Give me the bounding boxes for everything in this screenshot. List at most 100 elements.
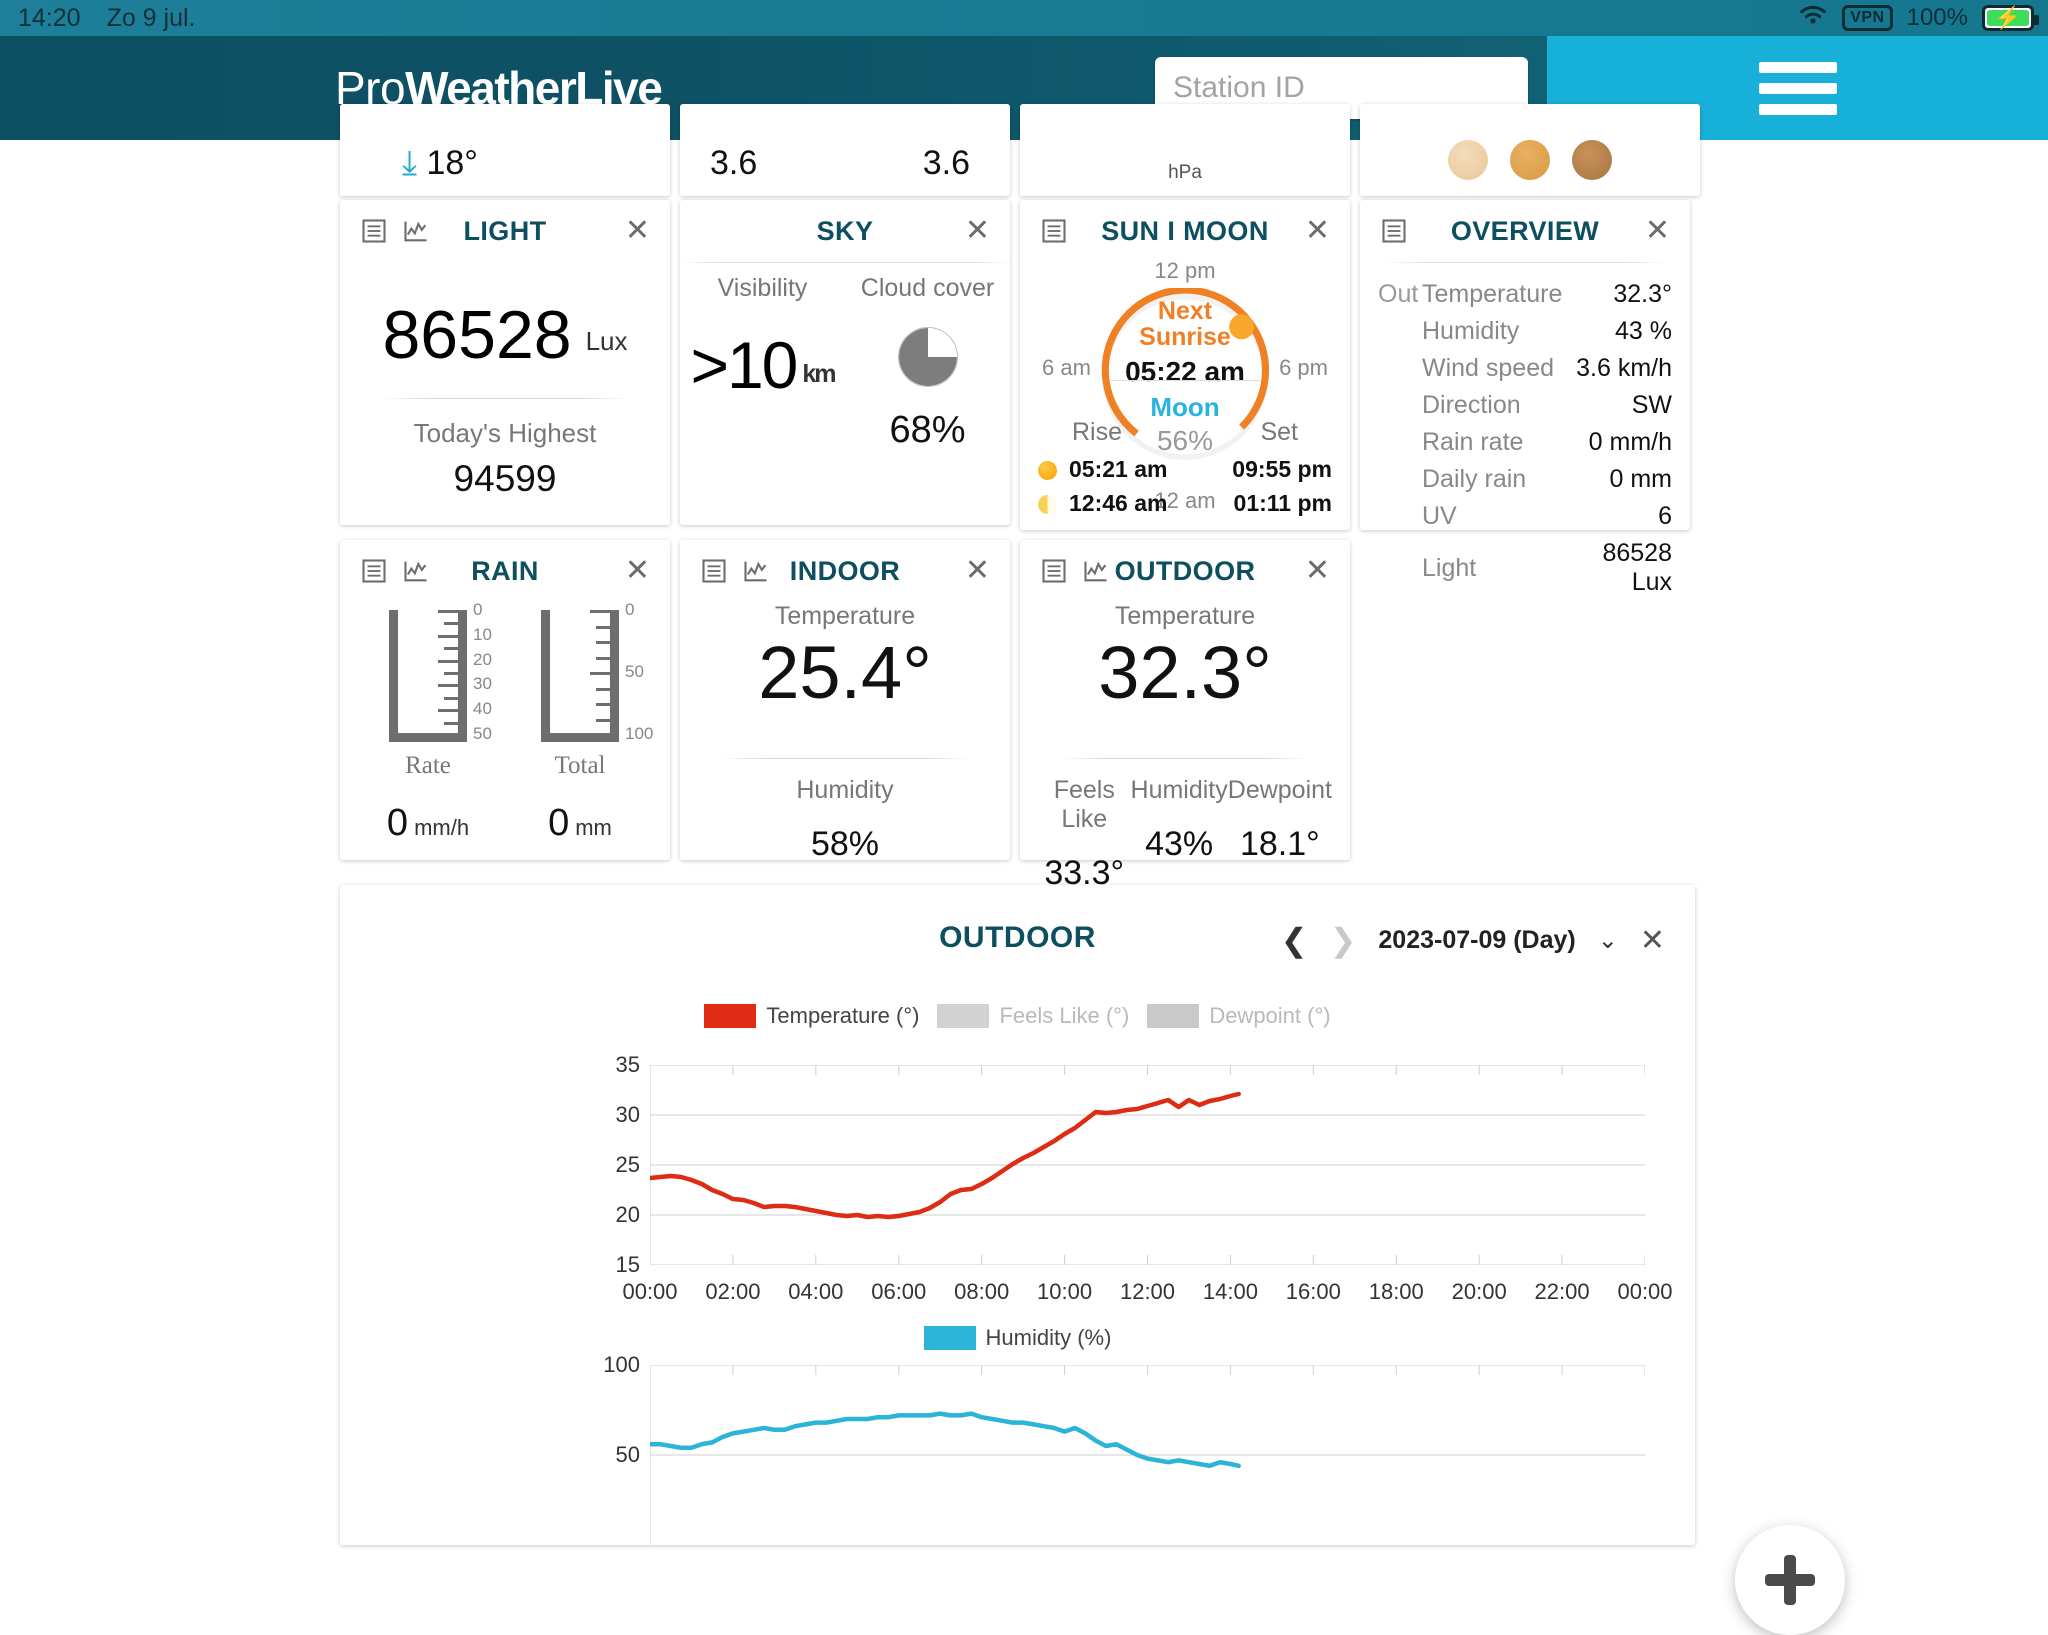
light-highest-value: 94599 — [453, 458, 557, 499]
close-icon[interactable]: ✕ — [624, 554, 650, 587]
overview-value: SW — [1631, 391, 1672, 419]
card-overview-title: OVERVIEW — [1450, 215, 1600, 246]
graph-icon[interactable] — [402, 557, 430, 585]
chart-title: OUTDOOR — [939, 921, 1096, 954]
graph-icon[interactable] — [742, 557, 770, 585]
status-date: Zo 9 jul. — [106, 3, 196, 32]
cloud-cover-donut-icon — [897, 327, 958, 387]
moon-label: Moon — [1150, 392, 1220, 422]
sunmoon-right-label: 6 pm — [1279, 355, 1328, 380]
gauge-tick — [444, 647, 458, 651]
card-indoor[interactable]: INDOOR ✕ Temperature 25.4° Humidity 58% — [680, 540, 1010, 863]
close-icon[interactable]: ✕ — [624, 214, 650, 247]
card-moonphase-partial[interactable] — [1360, 104, 1700, 196]
pressure-unit: hPa — [1168, 162, 1202, 183]
card-wind-partial[interactable]: ⤓ 18° — [340, 104, 670, 196]
overview-prefix — [1378, 535, 1422, 601]
overview-prefix — [1378, 313, 1422, 350]
sunmoon-next-event: Next Sunrise 05:22 am — [1085, 298, 1285, 388]
overview-value: 0 mm/h — [1588, 428, 1672, 456]
close-icon[interactable]: ✕ — [1304, 214, 1330, 247]
gauge-tick — [596, 625, 610, 629]
light-value: 86528 — [382, 297, 572, 373]
humidity-plot: 50 100 — [603, 1352, 1646, 1545]
legend-item[interactable]: Humidity (%) — [923, 1325, 1111, 1351]
sun-set-time: 09:55 pm — [1232, 456, 1332, 482]
wind-dir-value: 18° — [426, 144, 478, 182]
list-view-icon[interactable] — [700, 557, 728, 585]
close-icon[interactable]: ✕ — [1639, 923, 1665, 957]
legend-swatch — [1147, 1004, 1200, 1028]
chevron-right-icon[interactable]: ❯ — [1329, 922, 1357, 958]
rain-total-label: Total — [554, 752, 606, 779]
overview-prefix — [1378, 387, 1422, 424]
gauge-tick-label: 10 — [473, 624, 492, 644]
overview-key: Wind speed — [1422, 354, 1555, 382]
set-header: Set — [1260, 418, 1298, 446]
close-icon[interactable]: ✕ — [964, 554, 990, 587]
sunmoon-bottom-label: 12 am — [1154, 488, 1216, 513]
gauge-tick — [590, 672, 610, 675]
list-view-icon[interactable] — [1380, 217, 1408, 245]
gauge-tick-label: 20 — [473, 649, 492, 669]
metric-column: Dewpoint 18.1° — [1228, 776, 1332, 893]
graph-icon[interactable] — [1082, 557, 1110, 585]
overview-value: 6 — [1658, 502, 1672, 530]
legend-label: Temperature (°) — [766, 1003, 920, 1028]
card-outdoor[interactable]: OUTDOOR ✕ Temperature 32.3° Feels Like 33… — [1020, 540, 1350, 892]
chevron-left-icon[interactable]: ❮ — [1280, 922, 1308, 958]
gauge-tick — [444, 672, 458, 675]
x-axis-tick-label: 20:00 — [1451, 1279, 1507, 1304]
moon-info: Moon 56% — [1085, 392, 1285, 457]
gauge-tick — [438, 709, 458, 713]
list-view-icon[interactable] — [360, 217, 388, 245]
x-axis-tick-label: 00:00 — [1617, 1279, 1673, 1304]
close-icon[interactable]: ✕ — [964, 214, 990, 247]
overview-prefix — [1378, 424, 1422, 461]
sky-cloud-label: Cloud cover — [860, 274, 995, 302]
metric-column: Humidity 58% — [698, 776, 992, 864]
list-view-icon[interactable] — [1040, 557, 1068, 585]
add-widget-button[interactable] — [1735, 1525, 1845, 1635]
sky-cloudcover: Cloud cover 68% — [845, 274, 1010, 452]
status-time: 14:20 — [18, 3, 81, 32]
search-input[interactable] — [1173, 71, 1559, 105]
overview-prefix — [1378, 461, 1422, 498]
outdoor-temp-label: Temperature — [1114, 602, 1256, 630]
legend-item[interactable]: Feels Like (°) — [937, 1003, 1129, 1029]
card-wind2-partial[interactable]: 3.6 3.6 — [680, 104, 1010, 196]
close-icon[interactable]: ✕ — [1644, 214, 1670, 247]
card-sky[interactable]: SKY ✕ Visibility >10 km Cloud cover 68% — [680, 200, 1010, 525]
card-pressure-partial[interactable]: hPa — [1020, 104, 1350, 196]
card-rain-header: RAIN ✕ — [340, 540, 670, 602]
graph-icon[interactable] — [402, 217, 430, 245]
overview-key: Light — [1422, 553, 1477, 582]
chart-panel-outdoor[interactable]: OUTDOOR ❮ ❯ 2023-07-09 (Day) ⌄ ✕ Tempera… — [340, 885, 1695, 1545]
chart-date-label[interactable]: 2023-07-09 (Day) — [1378, 925, 1576, 954]
list-view-icon[interactable] — [1040, 217, 1068, 245]
card-rain[interactable]: RAIN ✕ 50 40 30 20 10 0 Rate 0 mm/h 100 50 0 Tot… — [340, 540, 670, 860]
list-view-icon[interactable] — [360, 557, 388, 585]
x-axis-tick-label: 12:00 — [1119, 1279, 1176, 1304]
overview-row: Wind speed 3.6 km/h — [1378, 350, 1672, 387]
x-axis-tick-label: 04:00 — [788, 1279, 844, 1304]
card-overview[interactable]: OVERVIEW ✕ Out Temperature 32.3° Humidity 43… — [1360, 200, 1690, 596]
x-axis-tick-label: 14:00 — [1202, 1279, 1258, 1304]
metric-column: Feels Like 33.3° — [1038, 776, 1131, 893]
gauge-tick — [596, 703, 610, 706]
overview-row: Direction SW — [1378, 387, 1672, 424]
moon-rise-time: 12:46 am — [1069, 490, 1168, 516]
legend-item[interactable]: Dewpoint (°) — [1147, 1003, 1331, 1029]
moon-set-time: 01:11 pm — [1233, 490, 1332, 516]
legend-swatch — [923, 1326, 976, 1350]
next-sunrise-time: 05:22 am — [1125, 355, 1245, 387]
card-light[interactable]: LIGHT ✕ 86528 Lux Today's Highest 94599 — [340, 200, 670, 525]
chevron-down-icon[interactable]: ⌄ — [1597, 926, 1618, 954]
legend-label: Feels Like (°) — [999, 1003, 1130, 1028]
gauge-tick — [590, 610, 610, 613]
gauge-tick-label: 50 — [625, 662, 644, 681]
close-icon[interactable]: ✕ — [1304, 554, 1330, 587]
legend-item[interactable]: Temperature (°) — [704, 1003, 919, 1029]
card-sun-moon[interactable]: SUN I MOON ✕ 12 pm 6 am 6 pm 12 am Next S… — [1020, 200, 1350, 530]
divider — [1110, 380, 1260, 381]
